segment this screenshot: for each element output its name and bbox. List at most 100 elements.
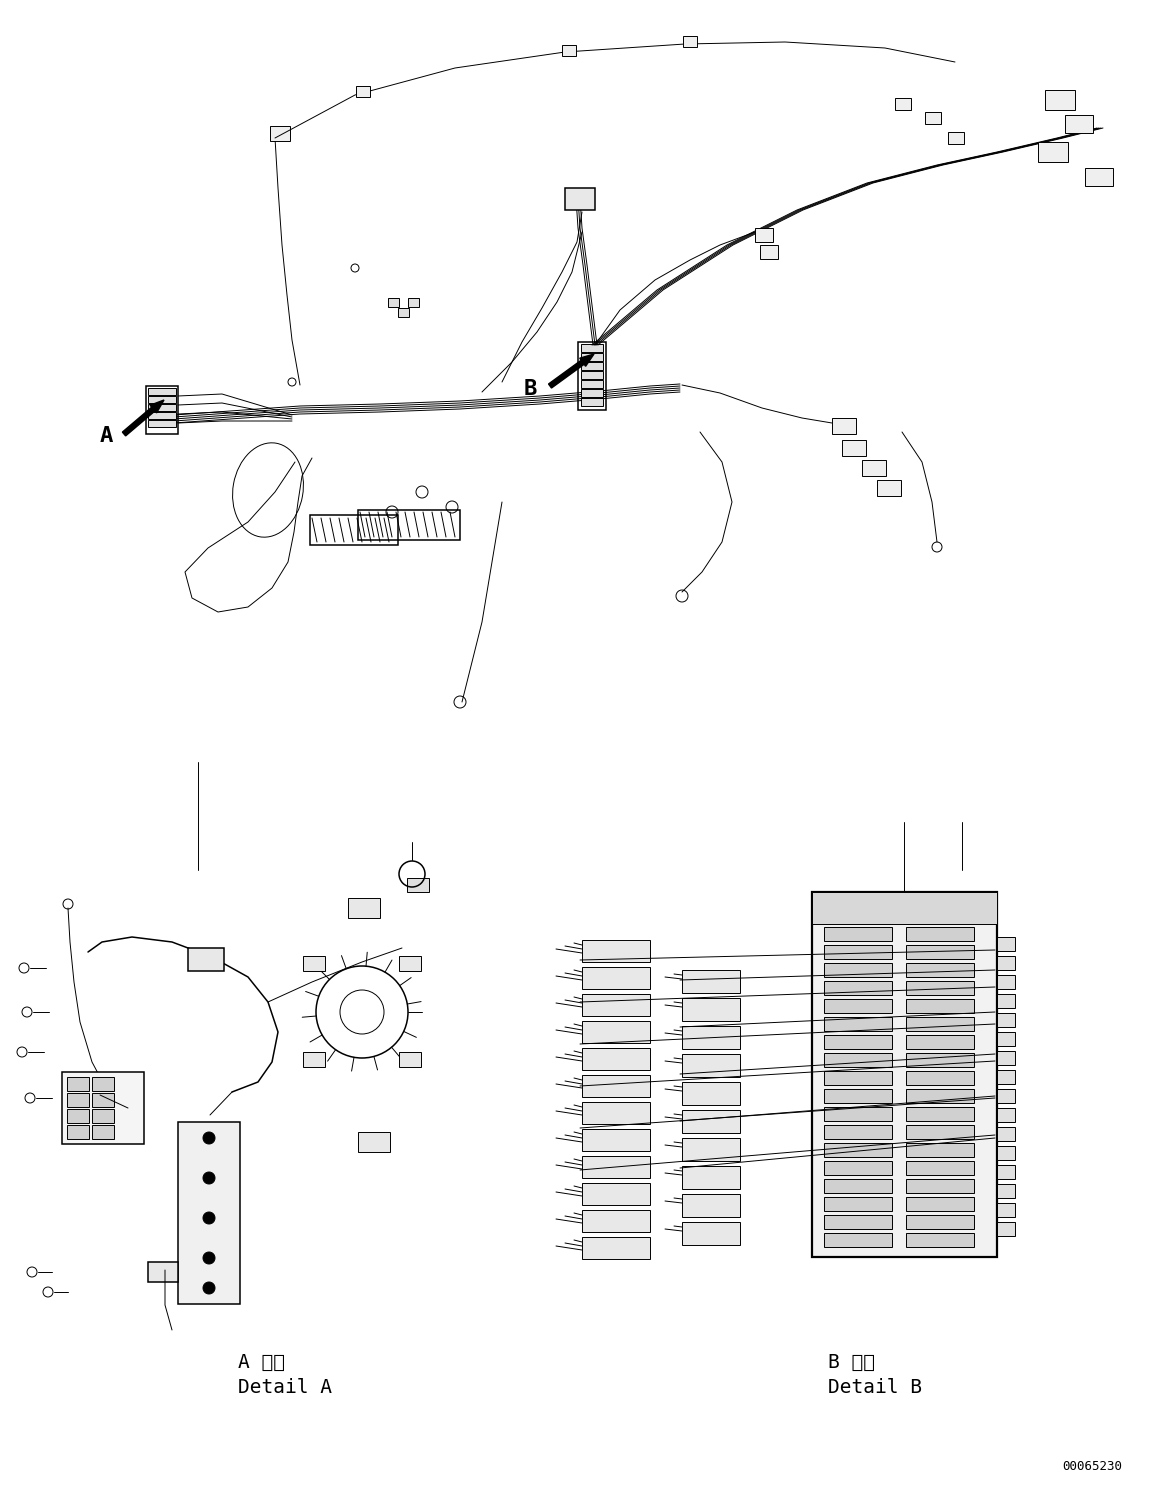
Bar bbox=[399, 1052, 421, 1067]
Bar bbox=[906, 998, 973, 1013]
Bar bbox=[997, 994, 1015, 1007]
Bar bbox=[408, 298, 419, 307]
Bar bbox=[682, 1110, 740, 1132]
Bar bbox=[997, 1222, 1015, 1237]
Circle shape bbox=[204, 1132, 215, 1144]
Bar bbox=[582, 397, 602, 406]
Bar bbox=[188, 948, 224, 972]
Bar bbox=[1046, 89, 1075, 110]
Bar bbox=[825, 1143, 892, 1158]
Bar bbox=[906, 1125, 973, 1138]
Bar bbox=[755, 228, 773, 243]
Bar bbox=[358, 510, 461, 540]
Bar bbox=[825, 1107, 892, 1120]
Bar bbox=[906, 1234, 973, 1247]
Bar bbox=[92, 1077, 114, 1091]
Bar bbox=[825, 1016, 892, 1031]
Bar bbox=[682, 1193, 740, 1217]
Bar bbox=[67, 1094, 90, 1107]
Bar bbox=[582, 1237, 650, 1259]
Bar bbox=[683, 36, 697, 48]
Bar bbox=[997, 937, 1015, 951]
Bar bbox=[582, 940, 650, 963]
Circle shape bbox=[204, 1283, 215, 1295]
Bar bbox=[582, 1074, 650, 1097]
Bar bbox=[906, 1196, 973, 1211]
Text: Detail A: Detail A bbox=[238, 1378, 331, 1397]
Bar bbox=[1039, 141, 1068, 162]
Bar bbox=[311, 515, 398, 545]
Bar bbox=[997, 1126, 1015, 1141]
Bar bbox=[825, 998, 892, 1013]
Bar bbox=[825, 1216, 892, 1229]
Bar bbox=[148, 396, 176, 403]
Bar bbox=[759, 246, 778, 259]
Bar bbox=[682, 970, 740, 992]
Bar bbox=[997, 1051, 1015, 1065]
Bar bbox=[906, 1016, 973, 1031]
Bar bbox=[682, 1082, 740, 1106]
Bar bbox=[582, 1103, 650, 1123]
Bar bbox=[578, 342, 606, 411]
Bar bbox=[997, 1109, 1015, 1122]
Bar bbox=[825, 945, 892, 958]
Circle shape bbox=[204, 1173, 215, 1184]
Bar bbox=[407, 878, 429, 891]
Bar bbox=[825, 1178, 892, 1193]
Text: B: B bbox=[525, 379, 537, 399]
Bar bbox=[906, 1216, 973, 1229]
Text: A 詳細: A 詳細 bbox=[238, 1353, 285, 1372]
Bar bbox=[682, 1054, 740, 1077]
Bar bbox=[562, 45, 576, 57]
Bar bbox=[582, 1210, 650, 1232]
Bar bbox=[906, 1036, 973, 1049]
FancyArrow shape bbox=[122, 400, 164, 436]
Bar bbox=[270, 126, 290, 141]
Bar bbox=[67, 1077, 90, 1091]
Bar bbox=[948, 132, 964, 144]
Bar bbox=[825, 1054, 892, 1067]
Bar bbox=[582, 1156, 650, 1178]
Bar bbox=[582, 1183, 650, 1205]
Bar bbox=[812, 891, 997, 924]
Bar bbox=[582, 994, 650, 1016]
Bar bbox=[906, 1071, 973, 1085]
Bar bbox=[92, 1109, 114, 1123]
Bar bbox=[997, 1165, 1015, 1178]
Bar bbox=[398, 308, 409, 317]
Circle shape bbox=[204, 1213, 215, 1225]
Bar bbox=[582, 344, 602, 353]
Bar bbox=[682, 1167, 740, 1189]
Bar bbox=[582, 967, 650, 990]
Bar bbox=[582, 1129, 650, 1152]
FancyArrow shape bbox=[549, 354, 594, 388]
Bar bbox=[1065, 115, 1093, 132]
Bar bbox=[997, 975, 1015, 990]
Bar bbox=[877, 481, 901, 496]
Bar bbox=[925, 112, 941, 124]
Bar bbox=[906, 1178, 973, 1193]
Bar bbox=[862, 460, 886, 476]
Bar bbox=[302, 955, 324, 970]
Bar bbox=[358, 1132, 390, 1152]
Bar bbox=[997, 1070, 1015, 1083]
Bar bbox=[148, 405, 176, 411]
Bar bbox=[825, 927, 892, 940]
Bar bbox=[356, 86, 370, 97]
Bar bbox=[682, 1222, 740, 1245]
Bar bbox=[582, 371, 602, 379]
Bar bbox=[62, 1071, 144, 1144]
Bar bbox=[582, 1021, 650, 1043]
Bar bbox=[906, 1107, 973, 1120]
Bar bbox=[825, 1125, 892, 1138]
Text: 00065230: 00065230 bbox=[1062, 1460, 1122, 1473]
Bar bbox=[582, 362, 602, 371]
Bar bbox=[812, 891, 997, 1257]
Bar bbox=[832, 418, 856, 434]
Bar bbox=[842, 440, 866, 455]
Bar bbox=[997, 1184, 1015, 1198]
Bar bbox=[825, 1234, 892, 1247]
Bar bbox=[896, 98, 911, 110]
Bar bbox=[148, 412, 176, 420]
Bar bbox=[388, 298, 399, 307]
